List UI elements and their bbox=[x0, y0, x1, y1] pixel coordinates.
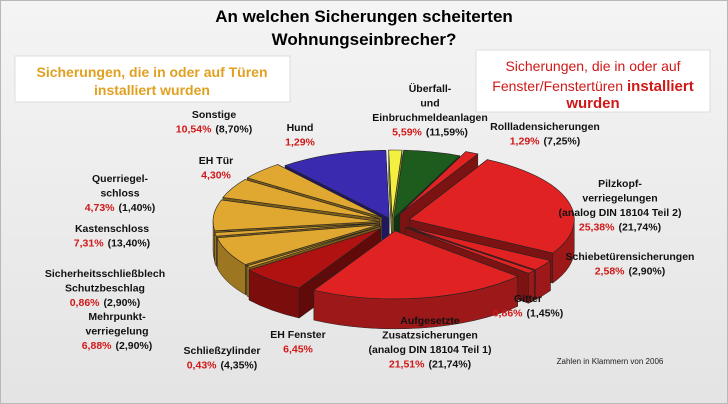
slice-value: 21,51% (21,74%) bbox=[389, 359, 471, 371]
value-label: 1,29% bbox=[285, 137, 315, 149]
slice bbox=[408, 159, 575, 254]
slice-label: Schutzbeschlag bbox=[65, 283, 145, 295]
slice-label: verriegelungen bbox=[582, 193, 657, 205]
slice-value: 7,31% (13,40%) bbox=[74, 238, 150, 250]
value-label: 0,43% bbox=[187, 360, 217, 372]
slice-label: schloss bbox=[100, 188, 139, 200]
slice-label: Rollladensicherungen bbox=[490, 121, 600, 133]
group-label: wurden bbox=[565, 95, 619, 112]
slice-label: Schiebetürensicherungen bbox=[566, 251, 695, 263]
group-label: Sicherungen, die in oder auf Türen bbox=[36, 64, 267, 80]
group-label: Fenster/Fenstertüren installiert bbox=[492, 78, 693, 95]
chart-title: Wohnungseinbrecher? bbox=[272, 30, 457, 49]
slice bbox=[284, 149, 390, 219]
previous-label: (8,70%) bbox=[215, 124, 252, 136]
value-label: 7,31% bbox=[74, 238, 104, 250]
slice bbox=[216, 224, 380, 265]
value-label: 2,58% bbox=[595, 266, 625, 278]
previous-label: (21,74%) bbox=[429, 359, 472, 371]
slice bbox=[313, 230, 519, 300]
slice-label: (analog DIN 18104 Teil 1) bbox=[369, 344, 492, 356]
slice-label: EH Tür bbox=[199, 155, 233, 167]
previous-label: (21,74%) bbox=[619, 222, 662, 234]
group-label-part: Fenster/Fenstertüren bbox=[492, 78, 623, 94]
previous-label: (2,90%) bbox=[629, 266, 666, 278]
value-label: 6,45% bbox=[283, 344, 313, 356]
slice bbox=[399, 151, 479, 215]
slice bbox=[248, 228, 381, 289]
slice-value: 4,73% (1,40%) bbox=[85, 202, 156, 214]
value-label: 1,29% bbox=[510, 136, 540, 148]
slice-label: (analog DIN 18104 Teil 2) bbox=[559, 207, 682, 219]
previous-label: (2,90%) bbox=[116, 340, 153, 352]
slice bbox=[212, 199, 379, 232]
slice-label: Kastenschloss bbox=[75, 223, 149, 235]
previous-label: (4,35%) bbox=[221, 360, 258, 372]
slice-value: 2,58% (2,90%) bbox=[595, 266, 666, 278]
chart-title: An welchen Sicherungen scheiterten bbox=[215, 7, 513, 26]
slice-value: 0,43% (4,35%) bbox=[187, 360, 258, 372]
slice-value: 0,86% (1,45%) bbox=[493, 308, 564, 320]
previous-label: (1,40%) bbox=[119, 202, 156, 214]
previous-label: (11,59%) bbox=[426, 127, 468, 139]
pie bbox=[212, 149, 575, 330]
value-label: 6,88% bbox=[82, 340, 112, 352]
labels: Überfall-und Einbruchmeldeanlagen 5,59% (11… bbox=[45, 82, 695, 372]
slice-value: 6,88% (2,90%) bbox=[82, 340, 153, 352]
slice-label: Aufgesetzte bbox=[400, 315, 460, 327]
value-label: 0,86% bbox=[70, 297, 100, 309]
previous-label: (7,25%) bbox=[544, 136, 581, 148]
group-label-part: installiert bbox=[627, 78, 694, 95]
group-label: Sicherungen, die in oder auf bbox=[505, 58, 680, 74]
value-label: 21,51% bbox=[389, 359, 425, 371]
slice-label: Zusatzsicherungen bbox=[382, 330, 478, 342]
slice-label: Sonstige bbox=[192, 109, 236, 121]
value-label: 25,38% bbox=[579, 222, 615, 234]
slice-value: 6,45% bbox=[283, 344, 313, 356]
slice-label: EH Fenster bbox=[270, 329, 325, 341]
slice bbox=[246, 164, 382, 218]
slice-value: 4,30% bbox=[201, 170, 231, 182]
slice-value: 10,54% (8,70%) bbox=[176, 124, 252, 136]
slice-label: Mehrpunkt- bbox=[88, 311, 146, 323]
slice-value: 25,38% (21,74%) bbox=[579, 222, 661, 234]
slice bbox=[246, 225, 381, 268]
slice-label: Pilzkopf- bbox=[598, 178, 642, 190]
slice-value: 1,29% (7,25%) bbox=[510, 136, 581, 148]
slice-label: Querriegel- bbox=[92, 173, 149, 185]
slice-value: 0,86% (2,90%) bbox=[70, 297, 141, 309]
value-label: 4,73% bbox=[85, 202, 115, 214]
slice-wall bbox=[214, 232, 217, 267]
note: Zahlen in Klammern von 2006 bbox=[557, 357, 664, 366]
value-label: 4,30% bbox=[201, 170, 231, 182]
slice bbox=[222, 179, 380, 220]
slice bbox=[405, 227, 535, 274]
slice bbox=[393, 149, 461, 219]
group-label: installiert wurden bbox=[94, 82, 210, 98]
value-label: 5,59% bbox=[392, 127, 422, 139]
slice-label: und bbox=[420, 98, 439, 110]
slice-value: 5,59% (11,59%) bbox=[392, 127, 468, 139]
slice-label: Gitter bbox=[514, 293, 542, 305]
slice bbox=[388, 149, 403, 219]
value-label: 10,54% bbox=[176, 124, 212, 136]
value-label: 0,86% bbox=[493, 308, 523, 320]
slice-value: 1,29% bbox=[285, 137, 315, 149]
slice-label: Schließzylinder bbox=[183, 345, 260, 357]
previous-label: (2,90%) bbox=[104, 297, 141, 309]
slice-label: verriegelung bbox=[85, 326, 148, 338]
previous-label: (13,40%) bbox=[108, 238, 151, 250]
previous-label: (1,45%) bbox=[527, 308, 564, 320]
slice-label: Hund bbox=[287, 122, 314, 134]
slice bbox=[406, 226, 552, 271]
slice-label: Überfall- bbox=[409, 82, 452, 95]
slice bbox=[214, 222, 379, 237]
group-box bbox=[14, 55, 291, 103]
slice-label: Einbruchmeldeanlagen bbox=[372, 112, 488, 124]
slice-label: Sicherheitsschließblech bbox=[45, 268, 165, 280]
group-box bbox=[475, 49, 711, 113]
